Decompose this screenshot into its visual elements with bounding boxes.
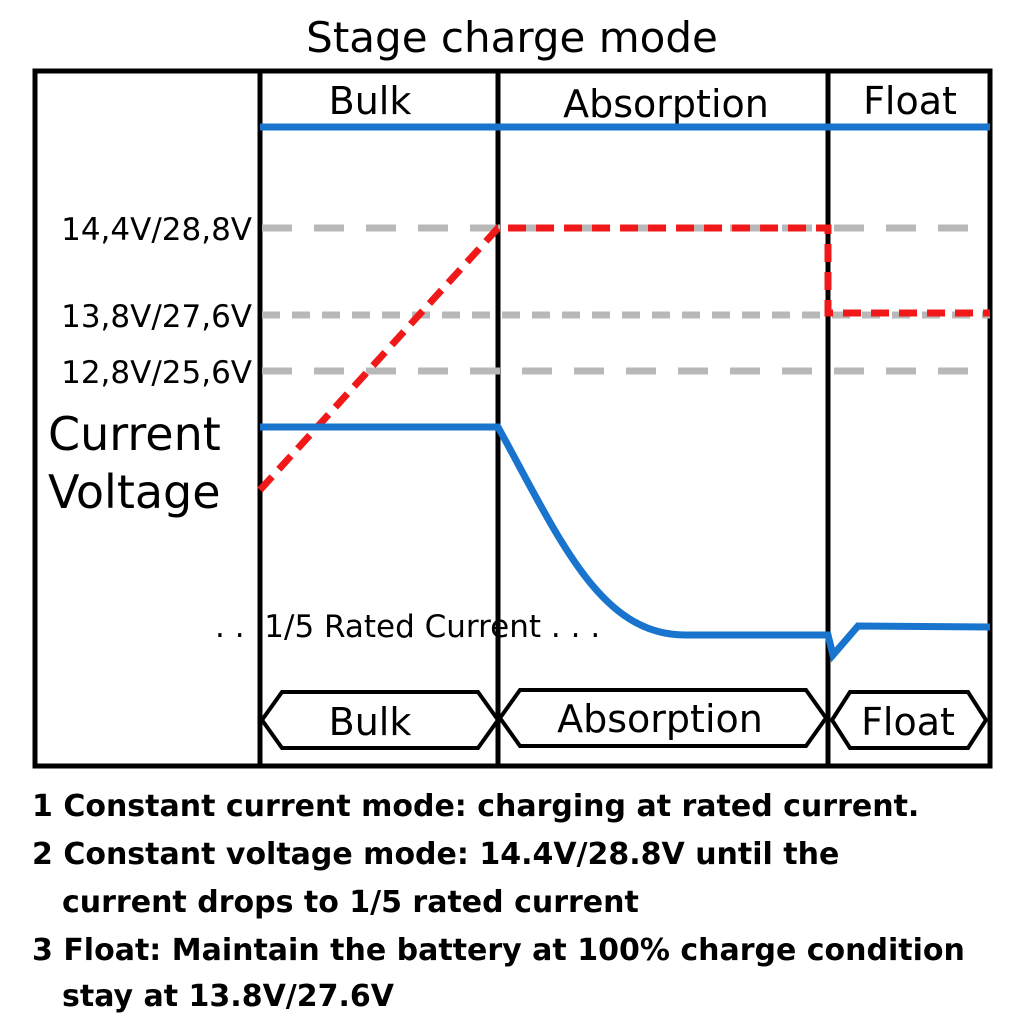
stage-badge-label: Float <box>861 700 955 744</box>
stage-badge <box>497 688 829 748</box>
axis-label: Current <box>48 407 221 461</box>
note-line: stay at 13.8V/27.6V <box>62 979 395 1014</box>
title: Stage charge mode <box>306 13 718 62</box>
voltage-label: 13,8V/27,6V <box>61 299 252 335</box>
voltage-curve <box>257 224 990 493</box>
stage-badge <box>829 690 989 750</box>
stage-label: Bulk <box>329 79 412 123</box>
note-line: 1 Constant current mode: charging at rat… <box>32 789 919 824</box>
voltage-label: 14,4V/28,8V <box>61 212 252 248</box>
annotation: . . .1/5 Rated Current . . . <box>215 609 600 645</box>
axis-label: Voltage <box>48 465 221 519</box>
stage-label: Float <box>863 79 957 123</box>
note-line: current drops to 1/5 rated current <box>62 885 639 920</box>
stage-label: Absorption <box>563 82 769 126</box>
voltage-label: 12,8V/25,6V <box>61 355 252 391</box>
stage-badge <box>259 690 501 750</box>
note-line: 2 Constant voltage mode: 14.4V/28.8V unt… <box>32 837 839 872</box>
frame <box>32 68 993 769</box>
stage-badge-label: Bulk <box>329 700 412 744</box>
current-curve <box>260 423 991 663</box>
stage-badge-label: Absorption <box>557 697 763 741</box>
note-line: 3 Float: Maintain the battery at 100% ch… <box>32 933 965 968</box>
